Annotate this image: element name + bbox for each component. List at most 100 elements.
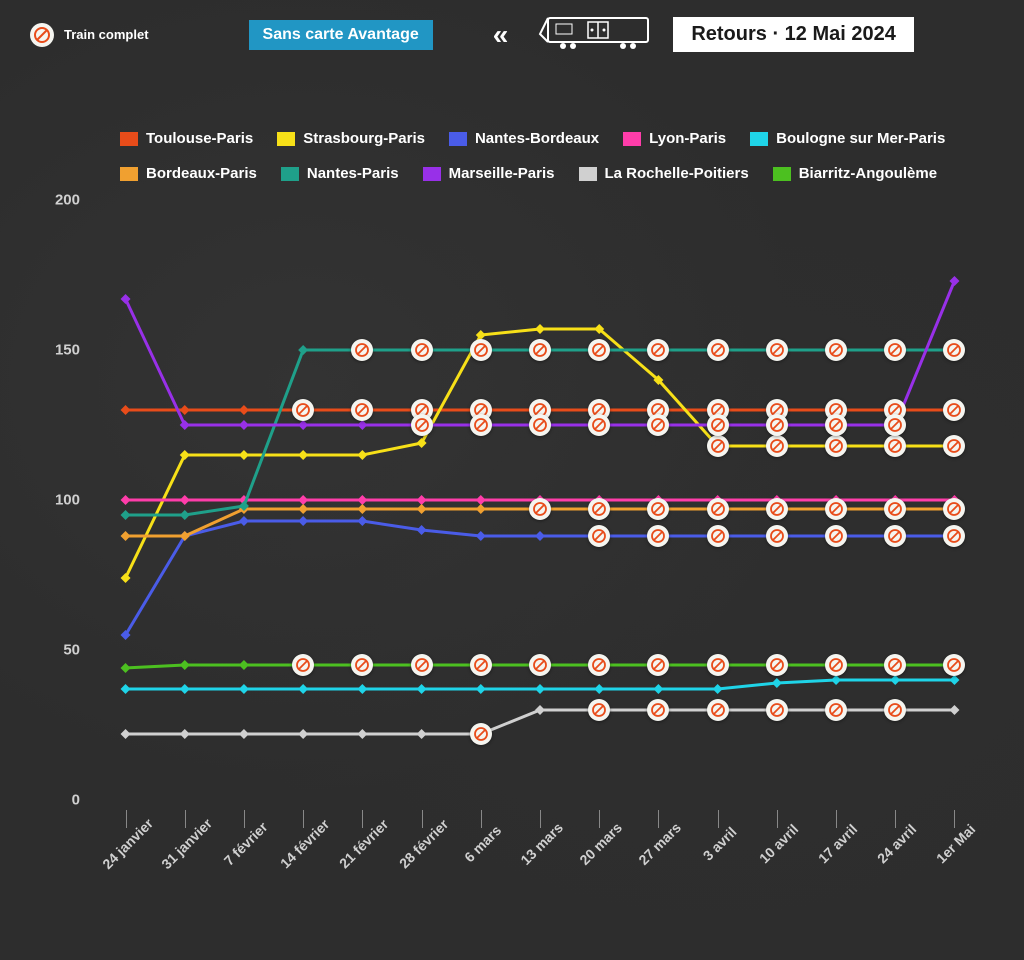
data-point	[239, 450, 249, 460]
legend-label: Marseille-Paris	[449, 165, 555, 182]
sold-out-marker	[292, 654, 314, 676]
data-point	[535, 324, 545, 334]
legend-item[interactable]: Strasbourg-Paris	[277, 130, 425, 147]
sold-out-marker	[588, 699, 610, 721]
legend-swatch	[449, 132, 467, 146]
y-tick-label: 50	[63, 642, 80, 659]
sold-out-marker	[825, 339, 847, 361]
data-point	[653, 684, 663, 694]
x-tick	[540, 810, 541, 828]
x-tick-label: 6 mars	[461, 822, 504, 865]
legend-label: Lyon-Paris	[649, 130, 726, 147]
x-tick-label: 1er Mai	[933, 821, 978, 866]
x-tick-label: 13 mars	[517, 819, 566, 868]
data-point	[357, 420, 367, 430]
x-tick	[126, 810, 127, 828]
x-tick	[718, 810, 719, 828]
sold-out-marker	[470, 654, 492, 676]
sold-out-marker	[411, 654, 433, 676]
y-tick-label: 100	[55, 492, 80, 509]
sold-out-marker	[884, 654, 906, 676]
filter-badge[interactable]: Sans carte Avantage	[249, 20, 433, 50]
x-tick-label: 10 avril	[756, 821, 801, 866]
sold-out-legend: Train complet	[30, 23, 149, 47]
sold-out-marker	[529, 414, 551, 436]
x-tick	[599, 810, 600, 828]
sold-out-marker	[470, 723, 492, 745]
x-tick-label: 24 janvier	[99, 815, 156, 872]
data-point	[180, 660, 190, 670]
data-point	[180, 684, 190, 694]
x-tick-label: 20 mars	[576, 819, 625, 868]
sold-out-marker	[707, 498, 729, 520]
sold-out-marker	[825, 414, 847, 436]
legend-item[interactable]: Nantes-Bordeaux	[449, 130, 599, 147]
legend-item[interactable]: Toulouse-Paris	[120, 130, 253, 147]
data-point	[298, 495, 308, 505]
data-point	[121, 531, 131, 541]
data-point	[298, 420, 308, 430]
x-tick	[185, 810, 186, 828]
series-legend: Toulouse-Paris Strasbourg-Paris Nantes-Bor…	[120, 130, 960, 182]
sold-out-marker	[766, 339, 788, 361]
sold-out-marker	[292, 399, 314, 421]
data-point	[949, 705, 959, 715]
data-point	[298, 504, 308, 514]
legend-item[interactable]: Bordeaux-Paris	[120, 165, 257, 182]
data-point	[417, 495, 427, 505]
data-point	[239, 516, 249, 526]
legend-label: Bordeaux-Paris	[146, 165, 257, 182]
x-tick	[481, 810, 482, 828]
data-point	[180, 510, 190, 520]
x-axis: 24 janvier31 janvier7 février14 février2…	[90, 810, 990, 910]
data-point	[298, 684, 308, 694]
sold-out-marker	[766, 525, 788, 547]
data-point	[180, 405, 190, 415]
sold-out-marker	[825, 654, 847, 676]
sold-out-marker	[943, 525, 965, 547]
legend-label: Nantes-Bordeaux	[475, 130, 599, 147]
legend-swatch	[120, 132, 138, 146]
sold-out-marker	[884, 498, 906, 520]
sold-out-marker	[411, 414, 433, 436]
legend-item[interactable]: Lyon-Paris	[623, 130, 726, 147]
no-entry-icon	[30, 23, 54, 47]
chart-container: Toulouse-Paris Strasbourg-Paris Nantes-Bor…	[0, 80, 1024, 960]
plot-area	[90, 200, 990, 800]
sold-out-marker	[529, 498, 551, 520]
data-point	[121, 663, 131, 673]
data-point	[357, 516, 367, 526]
sold-out-marker	[588, 339, 610, 361]
data-point	[476, 684, 486, 694]
legend-label: Strasbourg-Paris	[303, 130, 425, 147]
sold-out-marker	[707, 654, 729, 676]
legend-item[interactable]: Boulogne sur Mer-Paris	[750, 130, 945, 147]
data-point	[121, 573, 131, 583]
x-tick	[244, 810, 245, 828]
legend-item[interactable]: Nantes-Paris	[281, 165, 399, 182]
legend-item[interactable]: La Rochelle-Poitiers	[579, 165, 749, 182]
data-point	[298, 450, 308, 460]
legend-item[interactable]: Biarritz-Angoulème	[773, 165, 937, 182]
sold-out-marker	[707, 435, 729, 457]
sold-out-marker	[943, 435, 965, 457]
x-tick-label: 17 avril	[815, 821, 860, 866]
sold-out-marker	[647, 654, 669, 676]
data-point	[239, 420, 249, 430]
data-point	[239, 729, 249, 739]
sold-out-marker	[647, 414, 669, 436]
data-point	[357, 684, 367, 694]
x-tick	[362, 810, 363, 828]
prev-arrow[interactable]: «	[493, 19, 509, 51]
data-point	[298, 516, 308, 526]
data-point	[121, 729, 131, 739]
legend-swatch	[750, 132, 768, 146]
x-tick-label: 24 avril	[874, 821, 919, 866]
sold-out-marker	[884, 435, 906, 457]
data-point	[298, 729, 308, 739]
sold-out-marker	[884, 414, 906, 436]
data-point	[180, 420, 190, 430]
sold-out-marker	[588, 654, 610, 676]
legend-item[interactable]: Marseille-Paris	[423, 165, 555, 182]
sold-out-marker	[588, 414, 610, 436]
